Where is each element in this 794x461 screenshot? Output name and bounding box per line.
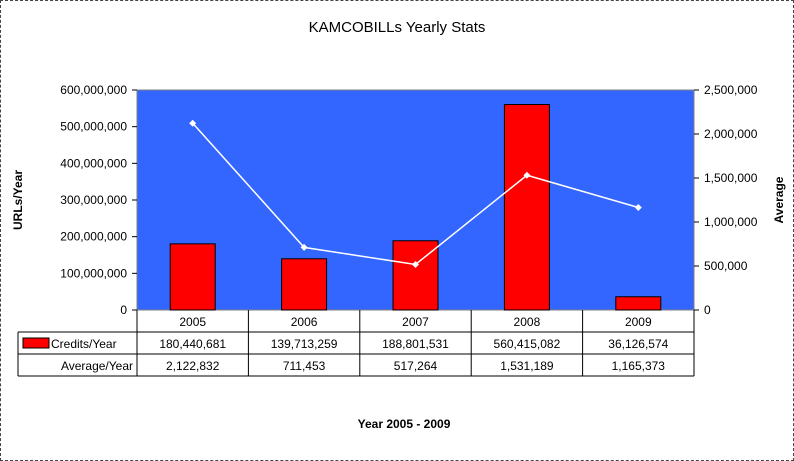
left-tick-label: 600,000,000 <box>60 83 127 97</box>
average-value: 517,264 <box>394 359 438 373</box>
x-axis-label: Year 2005 - 2009 <box>358 417 451 431</box>
credits-value: 36,126,574 <box>608 337 668 351</box>
row-label-average: Average/Year <box>61 359 133 373</box>
right-tick-label: 0 <box>704 303 711 317</box>
bar-2006 <box>281 258 328 311</box>
category-label: 2005 <box>179 315 206 329</box>
row-label-credits: Credits/Year <box>51 337 117 351</box>
right-tick-label: 1,500,000 <box>704 171 758 185</box>
data-table: 2005 2006 2007 2008 2009 Credits/Year Average/… <box>17 310 695 377</box>
right-tick-label: 500,000 <box>704 259 748 273</box>
left-tick-label: 500,000,000 <box>60 120 127 134</box>
left-tick-label: 200,000,000 <box>60 230 127 244</box>
right-tick-label: 2,500,000 <box>704 83 758 97</box>
category-label: 2009 <box>625 315 652 329</box>
category-label: 2007 <box>402 315 429 329</box>
left-tick-label: 0 <box>120 303 127 317</box>
right-tick-label: 2,000,000 <box>704 127 758 141</box>
bar-2008 <box>503 104 550 311</box>
bar-2005 <box>169 243 216 311</box>
average-value: 711,453 <box>283 359 326 373</box>
average-point-2005 <box>189 119 197 127</box>
category-label: 2008 <box>514 315 541 329</box>
average-value: 1,531,189 <box>500 359 554 373</box>
average-value: 1,165,373 <box>612 359 666 373</box>
y-axis-label: URLs/Year <box>11 170 25 230</box>
credits-value: 560,415,082 <box>494 337 561 351</box>
left-tick-label: 400,000,000 <box>60 156 127 170</box>
credits-value: 188,801,531 <box>382 337 449 351</box>
bar-2009 <box>615 296 662 311</box>
right-axis-ticks: 0 500,000 1,000,000 1,500,000 2,000,000 2,500… <box>694 83 758 317</box>
line-series-average <box>189 119 642 268</box>
right-tick-label: 1,000,000 <box>704 215 758 229</box>
chart-title: KAMCOBILLs Yearly Stats <box>309 19 486 36</box>
credits-value: 139,713,259 <box>271 337 338 351</box>
average-point-2008 <box>523 171 531 179</box>
y2-axis-label: Average <box>772 176 786 223</box>
average-point-2006 <box>300 243 308 251</box>
left-tick-label: 300,000,000 <box>60 193 127 207</box>
left-tick-label: 100,000,000 <box>60 266 127 280</box>
credits-value: 180,440,681 <box>159 337 226 351</box>
average-value: 2,122,832 <box>166 359 220 373</box>
left-axis-ticks: 0 100,000,000 200,000,000 300,000,000 400,00… <box>60 83 137 317</box>
legend-key-credits <box>22 337 50 349</box>
category-label: 2006 <box>291 315 318 329</box>
average-point-2007 <box>412 260 419 268</box>
average-point-2009 <box>634 203 642 211</box>
